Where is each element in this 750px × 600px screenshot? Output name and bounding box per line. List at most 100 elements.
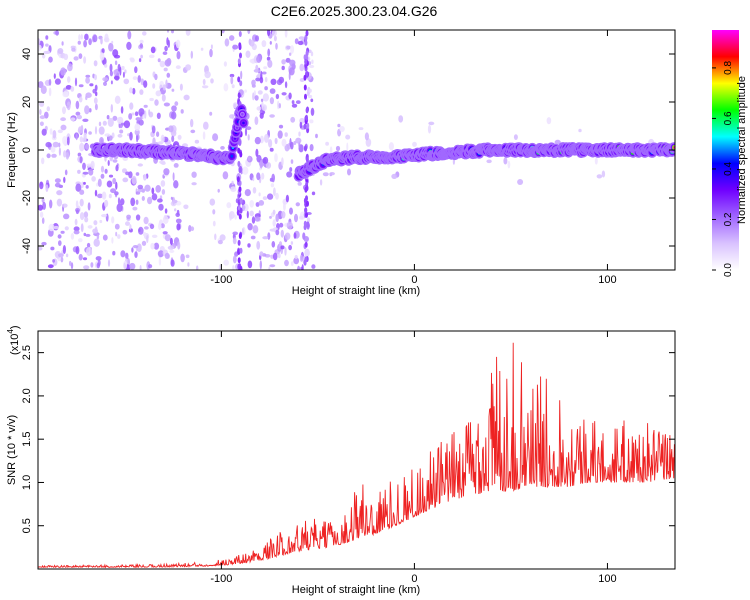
heatmap-cell <box>92 34 98 43</box>
heatmap-cell <box>255 35 259 42</box>
heatmap-cell <box>75 133 78 141</box>
heatmap-cell <box>140 54 143 59</box>
heatmap-cell <box>261 71 267 75</box>
heatmap-cell <box>306 122 310 129</box>
heatmap-cell <box>46 153 51 159</box>
heatmap-cell <box>325 141 329 146</box>
heatmap-cell <box>108 42 114 52</box>
heatmap-cell <box>170 196 173 200</box>
heatmap-cell <box>269 147 274 152</box>
heatmap-cell <box>106 115 110 120</box>
heatmap-cell <box>220 146 225 150</box>
snr-scale-exponent: 4 <box>6 329 15 334</box>
heatmap-cell <box>259 76 264 84</box>
heatmap-cell <box>152 83 156 89</box>
heatmap-cell <box>329 146 333 155</box>
heatmap-cell <box>100 165 105 173</box>
heatmap-cell <box>304 35 308 42</box>
heatmap-cell <box>143 232 147 237</box>
heatmap-cell <box>93 238 100 247</box>
heatmap-cell <box>255 64 259 72</box>
heatmap-cell <box>78 53 83 59</box>
heatmap-cell <box>259 260 262 270</box>
heatmap-cell <box>122 229 128 235</box>
heatmap-cell <box>272 219 276 227</box>
heatmap-cell <box>247 134 250 141</box>
heatmap-cell <box>134 66 138 74</box>
heatmap-cell <box>269 41 272 45</box>
heatmap-cell <box>304 248 310 257</box>
heatmap-cell <box>173 180 179 189</box>
heatmap-cell <box>267 232 271 240</box>
heatmap-cell <box>203 121 209 130</box>
heatmap-cell <box>149 97 154 102</box>
heatmap-cell <box>236 176 240 183</box>
heatmap-cell <box>305 185 309 192</box>
heatmap-cell <box>294 255 298 259</box>
spectrogram-x-label: Height of straight line (km) <box>292 285 420 297</box>
heatmap-cell <box>175 39 181 49</box>
heatmap-cell <box>249 200 254 208</box>
heatmap-cell <box>231 84 235 89</box>
y-tick-label: 40 <box>21 48 33 60</box>
spectrogram-y-label: Frequency (Hz) <box>6 112 18 188</box>
heatmap-cell <box>130 197 136 207</box>
heatmap-cell <box>299 254 303 262</box>
heatmap-cell <box>177 134 182 140</box>
heatmap-cell <box>143 216 149 225</box>
heatmap-cell <box>251 216 256 224</box>
heatmap-cell <box>77 169 81 174</box>
snr-series-line <box>38 342 675 569</box>
heatmap-cell <box>210 78 214 84</box>
heatmap-cell <box>143 174 147 181</box>
colorbar-tick-label: 0.0 <box>723 263 734 277</box>
heatmap-cell <box>85 92 92 98</box>
heatmap-cell <box>294 38 299 45</box>
heatmap-cell <box>513 134 518 141</box>
heatmap-cell <box>61 41 64 46</box>
heatmap-cell <box>322 172 329 177</box>
heatmap-cell <box>51 153 57 158</box>
heatmap-cell <box>123 78 130 85</box>
heatmap-cell <box>256 55 262 63</box>
heatmap-cell <box>284 144 290 152</box>
snr-scale-label: (x10 <box>9 334 21 355</box>
heatmap-cell <box>139 89 144 95</box>
heatmap-cell <box>294 213 298 223</box>
heatmap-cell <box>100 173 105 179</box>
heatmap-cell <box>57 129 63 134</box>
heatmap-cell <box>252 225 259 234</box>
heatmap-cell <box>112 250 116 256</box>
heatmap-cell <box>154 99 159 106</box>
heatmap-cell <box>275 213 280 223</box>
colorbar-tick-label: 0.8 <box>723 61 734 75</box>
y-tick-label: 0 <box>21 147 33 153</box>
heatmap-cell <box>166 37 169 46</box>
heatmap-cell <box>71 47 76 52</box>
heatmap-cell <box>272 252 278 261</box>
heatmap-cell <box>121 65 125 71</box>
heatmap-cell <box>252 92 255 101</box>
heatmap-cell <box>78 84 84 88</box>
heatmap-cell <box>80 223 84 233</box>
heatmap-cell <box>111 216 115 224</box>
heatmap-cell <box>262 93 269 102</box>
heatmap-cell <box>60 117 66 122</box>
heatmap-cell <box>62 213 70 220</box>
heatmap-cell <box>247 223 253 231</box>
heatmap-cell <box>290 261 294 266</box>
heatmap-cell <box>100 37 103 45</box>
heatmap-cell <box>146 235 149 243</box>
heatmap-cell <box>346 142 349 152</box>
heatmap-cell <box>210 44 213 49</box>
heatmap-cell <box>188 225 192 232</box>
heatmap-cell <box>82 257 88 261</box>
heatmap-cell <box>79 136 84 143</box>
heatmap-cell <box>127 30 132 40</box>
heatmap-cell <box>239 52 242 59</box>
heatmap-cell <box>155 185 161 193</box>
heatmap-cell <box>39 115 46 120</box>
heatmap-cell <box>66 101 71 111</box>
heatmap-cell <box>116 203 123 212</box>
heatmap-cell <box>237 58 241 65</box>
